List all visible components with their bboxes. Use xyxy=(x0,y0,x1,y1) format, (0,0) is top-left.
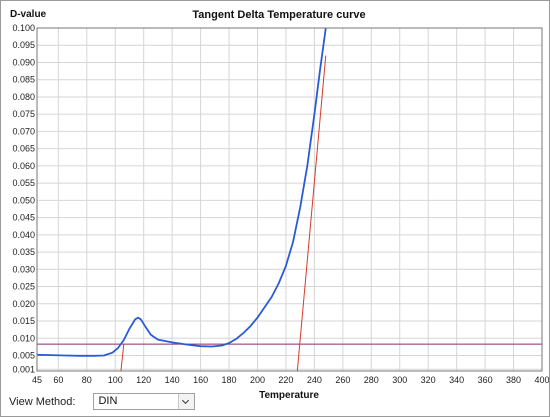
grid xyxy=(36,27,543,371)
x-tick-label: 360 xyxy=(478,375,493,385)
x-tick-label: 160 xyxy=(193,375,208,385)
y-tick-label: 0.040 xyxy=(12,230,35,240)
y-tick-label: 0.001 xyxy=(12,364,35,374)
x-tick-label: 100 xyxy=(108,375,123,385)
y-tick-labels: 0.001 0.005 0.010 0.015 0.020 0.025 0.030 0.035… xyxy=(12,23,35,374)
y-tick-label: 0.060 xyxy=(12,161,35,171)
view-method-value: DIN xyxy=(98,395,118,407)
x-tick-label: 140 xyxy=(165,375,180,385)
y-tick-label: 0.075 xyxy=(12,109,35,119)
x-tick-label: 300 xyxy=(392,375,407,385)
y-tick-label: 0.090 xyxy=(12,57,35,67)
y-tick-label: 0.065 xyxy=(12,144,35,154)
chart-title: Tangent Delta Temperature curve xyxy=(192,9,365,21)
y-tick-label: 0.035 xyxy=(12,247,35,257)
x-tick-label: 400 xyxy=(534,375,549,385)
y-tick-label: 0.030 xyxy=(12,264,35,274)
y-axis-label: D-value xyxy=(10,9,47,20)
chevron-down-icon[interactable] xyxy=(178,394,195,409)
x-tick-label: 45 xyxy=(32,375,42,385)
y-tick-label: 0.100 xyxy=(12,23,35,33)
x-tick-label: 320 xyxy=(421,375,436,385)
y-tick-label: 0.020 xyxy=(12,299,35,309)
reference-lines xyxy=(37,55,542,372)
x-axis-label: Temperature xyxy=(259,390,319,401)
y-tick-label: 0.015 xyxy=(12,316,35,326)
y-tick-label: 0.085 xyxy=(12,75,35,85)
x-tick-label: 340 xyxy=(449,375,464,385)
series-layer xyxy=(36,27,327,357)
x-tick-label: 180 xyxy=(222,375,237,385)
x-tick-label: 380 xyxy=(506,375,521,385)
y-tick-label: 0.095 xyxy=(12,40,35,50)
view-method-label: View Method: xyxy=(9,395,76,408)
onset-tangent-line xyxy=(120,344,125,372)
y-tick-label: 0.050 xyxy=(12,195,35,205)
x-tick-label: 80 xyxy=(82,375,92,385)
x-tick-label: 200 xyxy=(250,375,265,385)
x-tick-label: 120 xyxy=(136,375,151,385)
y-tick-label: 0.070 xyxy=(12,126,35,136)
x-tick-label: 60 xyxy=(53,375,63,385)
x-tick-label: 220 xyxy=(278,375,293,385)
x-tick-label: 280 xyxy=(364,375,379,385)
x-tick-labels: 45 60 80 100 120 140 160 180 200 220 240 260 280 300 3… xyxy=(32,375,549,385)
x-tick-label: 260 xyxy=(335,375,350,385)
y-tick-label: 0.010 xyxy=(12,333,35,343)
y-tick-label: 0.055 xyxy=(12,178,35,188)
plot-border xyxy=(36,27,543,372)
view-method-select[interactable]: DIN xyxy=(93,393,196,410)
y-tick-label: 0.005 xyxy=(12,350,35,360)
onset-tangent-line xyxy=(296,55,327,372)
y-tick-label: 0.025 xyxy=(12,282,35,292)
view-method-controls: View Method: DIN xyxy=(9,393,196,410)
tan-delta-series-line xyxy=(36,27,327,357)
x-tick-label: 240 xyxy=(307,375,322,385)
y-tick-label: 0.045 xyxy=(12,213,35,223)
y-tick-label: 0.080 xyxy=(12,92,35,102)
